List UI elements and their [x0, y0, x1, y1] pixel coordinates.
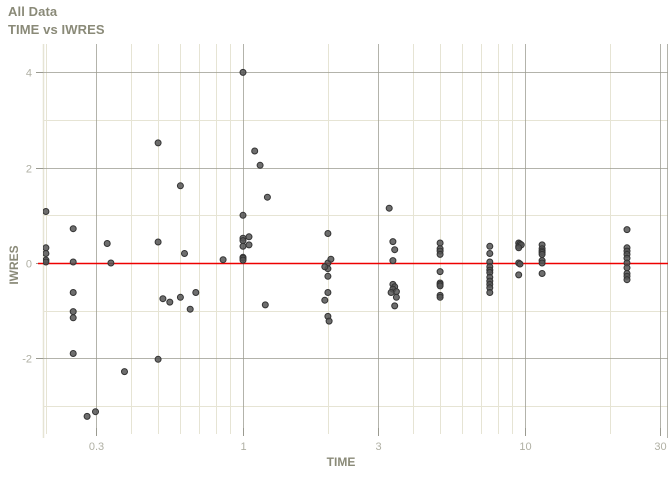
- data-point: [154, 355, 162, 363]
- data-point: [181, 250, 188, 257]
- data-point: [387, 289, 395, 296]
- data-point: [389, 238, 397, 246]
- data-point: [486, 242, 494, 250]
- data-point: [436, 250, 444, 258]
- y-tick-label: -2: [22, 354, 32, 366]
- data-point: [43, 250, 50, 257]
- data-point: [486, 289, 494, 296]
- data-point: [159, 295, 167, 303]
- y-tick-label: 4: [26, 68, 32, 80]
- data-point: [327, 255, 335, 263]
- data-point: [92, 408, 99, 416]
- data-point: [391, 302, 399, 310]
- data-point: [43, 244, 50, 252]
- data-point: [261, 301, 269, 309]
- minor-gridlines: [42, 44, 668, 438]
- data-points: [43, 68, 631, 420]
- data-point: [176, 182, 184, 190]
- data-point: [392, 293, 400, 301]
- data-point: [385, 204, 393, 212]
- page-subtitle: TIME vs IWRES: [8, 22, 105, 37]
- data-point: [239, 211, 247, 219]
- y-axis-title: IWRES: [7, 245, 21, 284]
- data-point: [69, 308, 77, 316]
- data-point: [436, 268, 444, 276]
- data-point: [166, 298, 174, 306]
- x-tick-label: 30: [654, 441, 666, 453]
- data-point: [486, 250, 494, 257]
- data-point: [121, 368, 128, 376]
- y-tick-label: 2: [26, 164, 32, 176]
- data-point: [515, 244, 523, 252]
- data-point: [389, 257, 397, 265]
- x-tick-label: 0.3: [89, 441, 104, 453]
- data-point: [436, 282, 444, 290]
- data-point: [69, 258, 77, 266]
- data-point: [623, 276, 631, 284]
- data-point: [219, 256, 227, 264]
- data-point: [103, 240, 111, 247]
- data-point: [245, 241, 253, 249]
- data-point: [623, 264, 631, 272]
- data-point: [515, 271, 523, 279]
- axis-ticks: [36, 72, 661, 436]
- data-point: [239, 68, 247, 76]
- data-point: [256, 161, 264, 169]
- x-tick-label: 10: [519, 441, 531, 453]
- x-tick-label: 1: [240, 441, 246, 453]
- data-point: [176, 293, 184, 301]
- data-point: [69, 225, 77, 233]
- data-point: [43, 258, 50, 266]
- data-point: [436, 239, 444, 247]
- data-point: [154, 238, 162, 246]
- data-point: [324, 289, 332, 296]
- x-tick-label: 3: [375, 441, 381, 453]
- data-point: [251, 147, 259, 155]
- data-point: [239, 242, 247, 250]
- data-point: [325, 317, 333, 325]
- data-point: [192, 289, 200, 296]
- data-point: [69, 289, 77, 296]
- data-point: [239, 237, 247, 245]
- data-point: [245, 233, 253, 241]
- data-point: [516, 260, 524, 268]
- page-title: All Data: [8, 4, 58, 19]
- data-point: [623, 226, 631, 234]
- data-point: [321, 263, 329, 271]
- data-point: [186, 305, 194, 313]
- data-point: [538, 270, 546, 277]
- major-gridlines: [43, 44, 668, 428]
- data-point: [391, 246, 399, 254]
- data-point: [69, 350, 77, 357]
- x-axis-title: TIME: [327, 455, 356, 469]
- data-point: [43, 208, 50, 215]
- data-point: [436, 293, 444, 301]
- data-point: [324, 272, 332, 280]
- data-point: [538, 259, 546, 267]
- data-point: [263, 193, 271, 201]
- y-tick-label: 0: [26, 259, 32, 271]
- data-point: [538, 250, 546, 258]
- data-point: [154, 139, 162, 147]
- data-point: [69, 314, 77, 322]
- data-point: [321, 296, 329, 304]
- data-point: [83, 412, 91, 420]
- data-point: [239, 256, 247, 264]
- data-point: [324, 230, 332, 237]
- data-point: [107, 259, 115, 267]
- axis-tick-labels: 0.3 1 3 10 30 4 2 0 -2: [22, 68, 666, 454]
